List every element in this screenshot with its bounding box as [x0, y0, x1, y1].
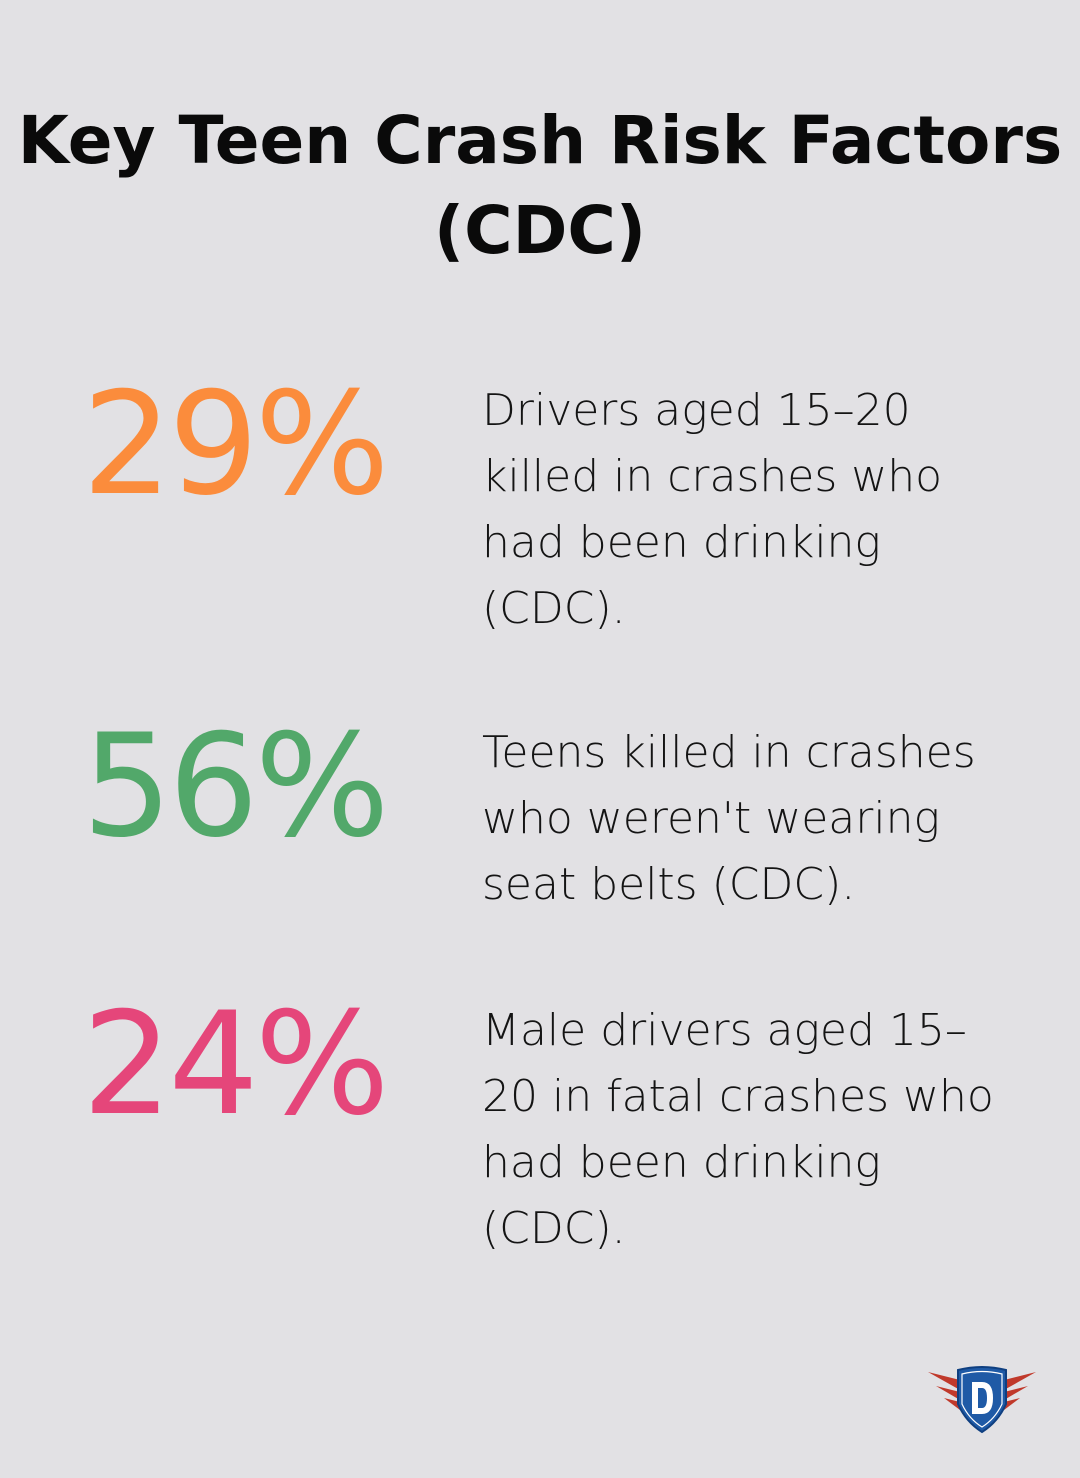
stat-value: 29% — [82, 362, 390, 527]
shield-wings-logo-icon — [926, 1364, 1038, 1434]
stat-value: 56% — [82, 704, 390, 869]
stat-description: Teens killed in crashes who weren't wear… — [482, 727, 976, 910]
stat-description: Male drivers aged 15–20 in fatal crashes… — [482, 1005, 994, 1254]
page-title: Key Teen Crash Risk Factors (CDC) — [17, 102, 1063, 269]
stat-value: 24% — [82, 982, 390, 1147]
stat-description: Drivers aged 15–20 killed in crashes who… — [482, 385, 943, 634]
